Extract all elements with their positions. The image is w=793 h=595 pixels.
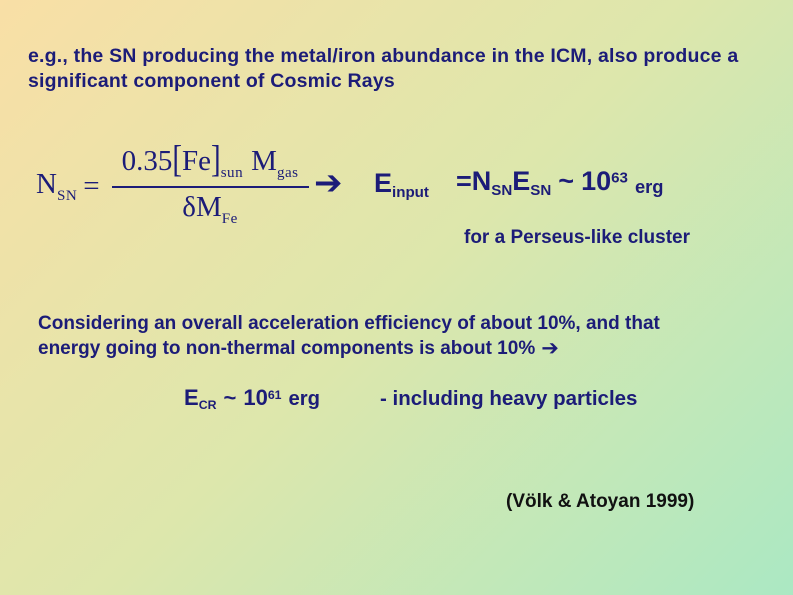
energy-input-equation: =NSNESN ~1063 erg (456, 166, 664, 199)
nsn-formula: NSN = 0.35[Fe]sun Mgas δMFe (36, 139, 309, 232)
cluster-note: for a Perseus-like cluster (464, 227, 690, 248)
acceleration-paragraph: Considering an overall acceleration effi… (38, 311, 660, 361)
citation: (Völk & Atoyan 1999) (506, 491, 695, 512)
fraction-numerator: 0.35[Fe]sun Mgas (111, 139, 309, 188)
right-arrow-icon: ➔ (314, 163, 343, 203)
formula-fraction: 0.35[Fe]sun Mgas δMFe (111, 139, 309, 228)
formula-equals: = (83, 169, 100, 202)
slide-title: e.g., the SN producing the metal/iron ab… (28, 45, 739, 92)
formula-lhs: NSN (36, 167, 78, 204)
paragraph-line2-wrap: energy going to non-thermal components i… (38, 336, 559, 360)
heavy-particles-note: - including heavy particles (380, 387, 638, 410)
energy-cr-equation: ECR ~1061 erg (184, 385, 321, 412)
paragraph-line1: Considering an overall acceleration effi… (38, 313, 660, 334)
right-arrow-icon: ➔ (541, 336, 559, 360)
energy-input-label: Einput (374, 168, 429, 201)
fraction-denominator: δMFe (182, 190, 238, 227)
